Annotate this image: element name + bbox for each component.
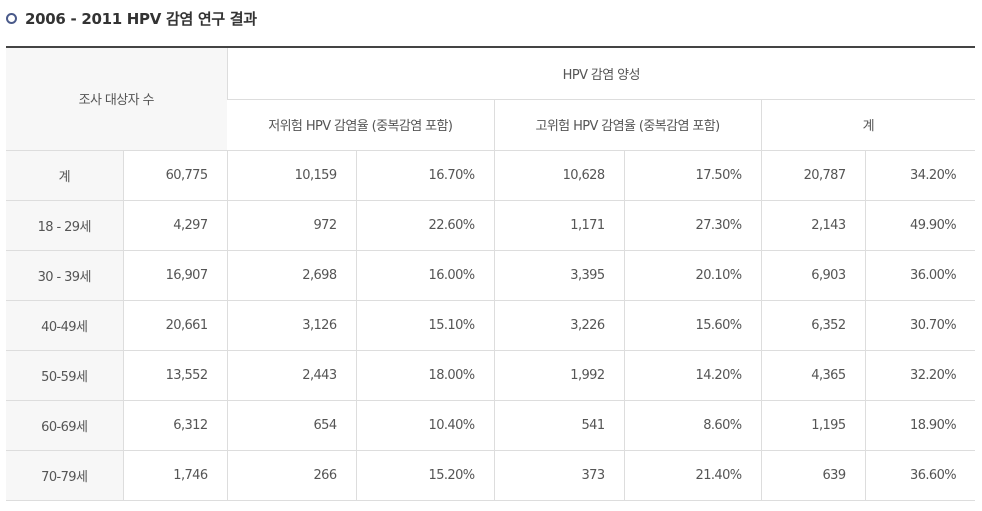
cell-high-n: 1,992 — [493, 350, 625, 401]
cell-total-n: 20,787 — [760, 150, 866, 201]
row-label: 60-69세 — [6, 400, 123, 451]
table-row: 70-79세 1,746 266 15.20% 373 21.40% 639 3… — [6, 450, 976, 501]
cell-high-pct: 15.60% — [623, 300, 762, 351]
cell-low-pct: 16.00% — [355, 250, 495, 301]
cell-total-pct: 36.00% — [864, 250, 976, 301]
cell-total-pct: 30.70% — [864, 300, 976, 351]
page-title: 2006 - 2011 HPV 감염 연구 결과 — [25, 9, 257, 28]
cell-high-n: 1,171 — [493, 200, 625, 251]
cell-total-n: 6,903 — [760, 250, 866, 301]
cell-high-n: 10,628 — [493, 150, 625, 201]
cell-low-n: 654 — [226, 400, 357, 451]
row-label: 30 - 39세 — [6, 250, 123, 301]
hpv-results-table: 조사 대상자 수 HPV 감염 양성 저위험 HPV 감염율 (중복감염 포함)… — [6, 46, 976, 501]
table-row: 18 - 29세 4,297 972 22.60% 1,171 27.30% 2… — [6, 200, 976, 251]
cell-count: 20,661 — [122, 300, 228, 351]
header-high-risk: 고위험 HPV 감염율 (중복감염 포함) — [493, 99, 762, 151]
header-low-risk: 저위험 HPV 감염율 (중복감염 포함) — [227, 99, 495, 151]
cell-high-n: 3,226 — [493, 300, 625, 351]
section-title: 2006 - 2011 HPV 감염 연구 결과 — [6, 6, 257, 30]
cell-low-pct: 22.60% — [355, 200, 495, 251]
cell-count: 16,907 — [122, 250, 228, 301]
cell-total-n: 639 — [760, 450, 866, 501]
cell-count: 13,552 — [122, 350, 228, 401]
cell-count: 6,312 — [122, 400, 228, 451]
cell-low-n: 3,126 — [226, 300, 357, 351]
cell-total-pct: 36.60% — [864, 450, 976, 501]
table-row: 50-59세 13,552 2,443 18.00% 1,992 14.20% … — [6, 350, 976, 401]
circle-bullet-icon — [6, 12, 17, 24]
cell-low-pct: 15.20% — [355, 450, 495, 501]
row-label: 18 - 29세 — [6, 200, 123, 251]
header-survey-count: 조사 대상자 수 — [6, 47, 228, 151]
cell-total-pct: 34.20% — [864, 150, 976, 201]
cell-low-pct: 16.70% — [355, 150, 495, 201]
cell-high-pct: 21.40% — [623, 450, 762, 501]
row-label: 40-49세 — [6, 300, 123, 351]
cell-low-n: 972 — [226, 200, 357, 251]
cell-count: 1,746 — [122, 450, 228, 501]
table-row: 60-69세 6,312 654 10.40% 541 8.60% 1,195 … — [6, 400, 976, 451]
cell-low-n: 2,698 — [226, 250, 357, 301]
row-label: 70-79세 — [6, 450, 123, 501]
cell-high-n: 373 — [493, 450, 625, 501]
table-row: 40-49세 20,661 3,126 15.10% 3,226 15.60% … — [6, 300, 976, 351]
row-label: 계 — [6, 150, 123, 201]
cell-count: 4,297 — [122, 200, 228, 251]
cell-total-n: 1,195 — [760, 400, 866, 451]
cell-low-pct: 10.40% — [355, 400, 495, 451]
header-hpv-positive: HPV 감염 양성 — [226, 47, 976, 100]
cell-high-pct: 8.60% — [623, 400, 762, 451]
cell-total-n: 4,365 — [760, 350, 866, 401]
cell-total-n: 6,352 — [760, 300, 866, 351]
cell-high-pct: 27.30% — [623, 200, 762, 251]
table-row: 30 - 39세 16,907 2,698 16.00% 3,395 20.10… — [6, 250, 976, 301]
cell-low-n: 266 — [226, 450, 357, 501]
cell-total-pct: 32.20% — [864, 350, 976, 401]
cell-high-n: 3,395 — [493, 250, 625, 301]
cell-total-n: 2,143 — [760, 200, 866, 251]
cell-high-pct: 14.20% — [623, 350, 762, 401]
header-total: 계 — [760, 99, 976, 151]
cell-high-n: 541 — [493, 400, 625, 451]
cell-total-pct: 18.90% — [864, 400, 976, 451]
row-label: 50-59세 — [6, 350, 123, 401]
cell-count: 60,775 — [122, 150, 228, 201]
cell-low-pct: 18.00% — [355, 350, 495, 401]
cell-total-pct: 49.90% — [864, 200, 976, 251]
cell-low-n: 10,159 — [226, 150, 357, 201]
cell-high-pct: 17.50% — [623, 150, 762, 201]
cell-low-pct: 15.10% — [355, 300, 495, 351]
cell-high-pct: 20.10% — [623, 250, 762, 301]
table-row: 계 60,775 10,159 16.70% 10,628 17.50% 20,… — [6, 150, 976, 201]
cell-low-n: 2,443 — [226, 350, 357, 401]
